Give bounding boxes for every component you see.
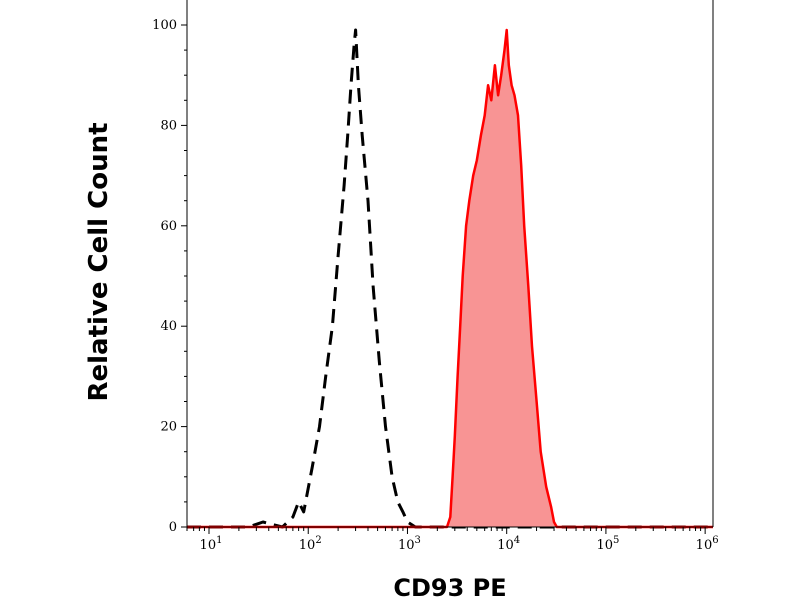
x-tick-label: 101 — [200, 535, 223, 553]
x-tick-label: 104 — [497, 535, 520, 553]
series-0-line — [187, 28, 713, 529]
y-tick-label: 80 — [160, 118, 177, 133]
x-tick-label: 106 — [696, 535, 719, 553]
y-tick-label: 100 — [152, 18, 177, 33]
x-tick-label: 103 — [398, 535, 421, 553]
axes-layer: 0 20 40 60 80 100 101 102 103 104 105 106 — [152, 0, 719, 553]
y-tick-label: 60 — [160, 219, 177, 234]
x-tick-label: 105 — [596, 535, 619, 553]
y-tick-label: 40 — [160, 319, 177, 334]
series-layer — [187, 28, 713, 529]
x-tick-label: 102 — [299, 535, 322, 553]
series-1-line — [187, 28, 713, 529]
x-axis-label: CD93 PE — [393, 574, 507, 602]
y-axis-label: Relative Cell Count — [84, 122, 114, 402]
series-1-fill — [187, 30, 713, 527]
y-tick-label: 0 — [169, 520, 177, 535]
y-tick-label: 20 — [160, 420, 177, 435]
